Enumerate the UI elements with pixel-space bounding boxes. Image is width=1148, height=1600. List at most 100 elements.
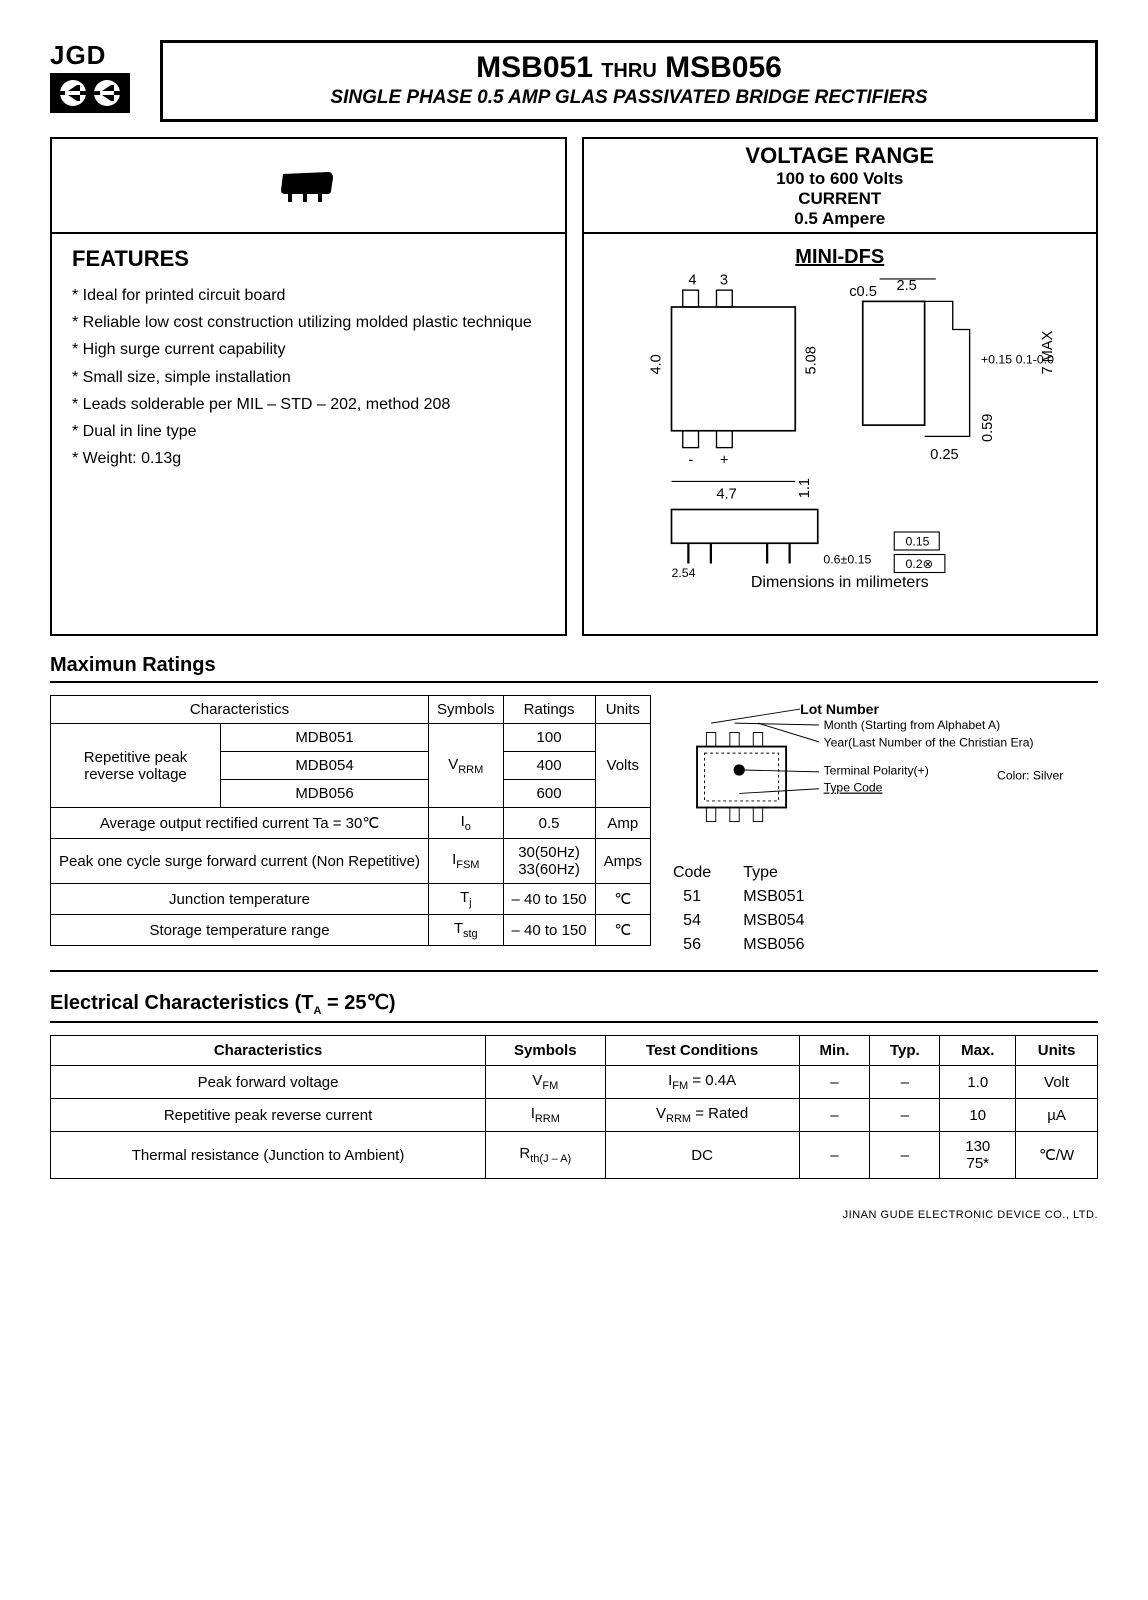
rpv-p0: MDB051 (221, 724, 429, 752)
elec-header-row: Characteristics Symbols Test Conditions … (51, 1036, 1098, 1066)
dimensions-note: Dimensions in milimeters (604, 574, 1077, 592)
io-unit: Amp (595, 808, 650, 839)
code-row: 56MSB056 (673, 934, 835, 956)
rpv-v2: 600 (503, 780, 595, 808)
svg-text:c0.5: c0.5 (849, 283, 877, 299)
svg-text:Lot Number: Lot Number (800, 701, 879, 717)
svg-text:Month (Starting from Alphabet: Month (Starting from Alphabet A) (824, 718, 1001, 732)
col-sym: Symbols (429, 696, 504, 724)
elec-heading: Electrical Characteristics (TA = 25℃) (50, 990, 1098, 1017)
elec-row: Thermal resistance (Junction to Ambient)… (51, 1132, 1098, 1179)
info-panels: FEATURES Ideal for printed circuit board… (50, 137, 1098, 636)
tstg-sym: Tstg (429, 915, 504, 946)
title-sub: SINGLE PHASE 0.5 AMP GLAS PASSIVATED BRI… (183, 87, 1075, 109)
type-h: Type (743, 862, 834, 884)
features-panel: FEATURES Ideal for printed circuit board… (50, 137, 567, 636)
logo-icon (50, 73, 130, 113)
svg-text:Color: Silver: Color: Silver (997, 768, 1063, 782)
marking-diagram: Lot Number Month (Starting from Alphabet… (671, 695, 1098, 845)
svg-text:0.2⊗: 0.2⊗ (905, 557, 933, 571)
rule (50, 681, 1098, 683)
rpv-sym: VRRM (429, 724, 504, 808)
voltage-box: VOLTAGE RANGE 100 to 600 Volts CURRENT 0… (584, 139, 1097, 234)
ec1: Symbols (486, 1036, 605, 1066)
svg-text:Terminal Polarity(+): Terminal Polarity(+) (824, 764, 929, 778)
col-rat: Ratings (503, 696, 595, 724)
feature-item: Ideal for printed circuit board (72, 282, 545, 309)
rule2 (50, 970, 1098, 972)
tj-sym: Tj (429, 884, 504, 915)
svg-text:+: + (719, 452, 728, 468)
current-label: CURRENT (798, 189, 881, 209)
tstg-label: Storage temperature range (51, 915, 429, 946)
part-from: MSB051 (476, 51, 593, 84)
feature-item: Small size, simple installation (72, 364, 545, 391)
io-sym: Io (429, 808, 504, 839)
footer: JINAN GUDE ELECTRONIC DEVICE CO., LTD. (50, 1209, 1098, 1221)
logo-text: JGD (50, 40, 150, 71)
title-main: MSB051 THRU MSB056 (183, 51, 1075, 85)
rpv-p1: MDB054 (221, 752, 429, 780)
features-heading: FEATURES (72, 246, 545, 272)
svg-text:0.6±0.15: 0.6±0.15 (823, 552, 871, 566)
rpv-label: Repetitive peak reverse voltage (51, 724, 221, 808)
tj-unit: ℃ (595, 884, 650, 915)
ifsm-unit: Amps (595, 839, 650, 884)
logo: JGD (50, 40, 150, 113)
svg-text:5.08: 5.08 (803, 346, 819, 374)
max-ratings-heading: Maximun Ratings (50, 654, 1098, 677)
features-list: Ideal for printed circuit boardReliable … (72, 282, 545, 472)
marking-box: Lot Number Month (Starting from Alphabet… (671, 695, 1098, 958)
ec2: Test Conditions (605, 1036, 799, 1066)
ratings-row: Characteristics Symbols Ratings Units Re… (50, 695, 1098, 958)
svg-text:0.15: 0.15 (905, 534, 929, 548)
ifsm-sym: IFSM (429, 839, 504, 884)
code-row: 54MSB054 (673, 910, 835, 932)
svg-text:-: - (688, 452, 693, 468)
voltage-panel: VOLTAGE RANGE 100 to 600 Volts CURRENT 0… (582, 137, 1099, 636)
col-unit: Units (595, 696, 650, 724)
svg-text:Type Code: Type Code (824, 781, 883, 795)
feature-item: Weight: 0.13g (72, 445, 545, 472)
elec-table: Characteristics Symbols Test Conditions … (50, 1035, 1098, 1179)
chip-icon (273, 166, 343, 206)
feature-item: High surge current capability (72, 336, 545, 363)
rpv-p2: MDB056 (221, 780, 429, 808)
svg-text:4.0: 4.0 (648, 354, 664, 374)
svg-text:Year(Last Number of the Christ: Year(Last Number of the Christian Era) (824, 736, 1034, 750)
elec-row: Peak forward voltageVFMIFM = 0.4A––1.0Vo… (51, 1066, 1098, 1099)
part-to: MSB056 (665, 51, 782, 84)
tj-val: – 40 to 150 (503, 884, 595, 915)
mechanical-drawing: 4 3 - + 4.0 5.08 4.7 c0.5 2.5 +0.15 0.1-… (604, 279, 1077, 559)
tstg-val: – 40 to 150 (503, 915, 595, 946)
col-char: Characteristics (51, 696, 429, 724)
ec3: Min. (799, 1036, 870, 1066)
current-value: 0.5 Ampere (794, 209, 885, 229)
rpv-unit: Volts (595, 724, 650, 808)
header: JGD MSB051 THRU MSB056 SINGLE PHASE 0.5 … (50, 40, 1098, 122)
svg-text:2.5: 2.5 (896, 278, 916, 294)
tj-label: Junction temperature (51, 884, 429, 915)
elec-row: Repetitive peak reverse currentIRRMVRRM … (51, 1099, 1098, 1132)
title-box: MSB051 THRU MSB056 SINGLE PHASE 0.5 AMP … (160, 40, 1098, 122)
svg-text:7 MAX: 7 MAX (1039, 330, 1055, 374)
code-type-table: CodeType 51MSB05154MSB05456MSB056 (671, 860, 837, 958)
package-body: MINI-DFS 4 3 - + 4.0 5.08 4.7 (584, 234, 1097, 634)
feature-item: Leads solderable per MIL – STD – 202, me… (72, 391, 545, 418)
tstg-unit: ℃ (595, 915, 650, 946)
chip-image-box (52, 139, 565, 234)
io-label: Average output rectified current Ta = 30… (51, 808, 429, 839)
ec6: Units (1016, 1036, 1098, 1066)
ifsm-val: 30(50Hz) 33(60Hz) (503, 839, 595, 884)
features-body: FEATURES Ideal for printed circuit board… (52, 234, 565, 634)
rpv-v0: 100 (503, 724, 595, 752)
svg-text:0.59: 0.59 (980, 413, 996, 441)
svg-text:1.1: 1.1 (796, 477, 812, 497)
ec4: Typ. (870, 1036, 940, 1066)
voltage-volts: 100 to 600 Volts (776, 169, 903, 189)
rpv-v1: 400 (503, 752, 595, 780)
io-val: 0.5 (503, 808, 595, 839)
feature-item: Reliable low cost construction utilizing… (72, 309, 545, 336)
svg-text:4.7: 4.7 (716, 486, 736, 502)
voltage-heading: VOLTAGE RANGE (745, 143, 934, 169)
